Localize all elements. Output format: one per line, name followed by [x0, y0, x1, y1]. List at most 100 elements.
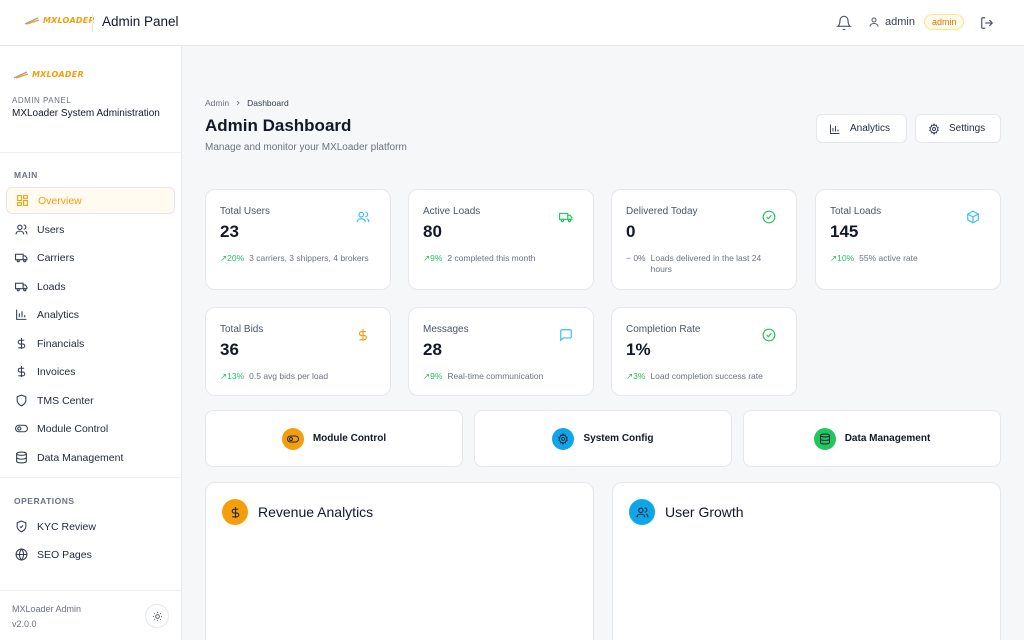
quick-action-icon-badge — [552, 427, 575, 450]
sidebar-item-financials[interactable]: Financials — [6, 330, 175, 357]
quick-action-label: Data Management — [844, 433, 931, 444]
stat-label: Messages — [423, 324, 469, 335]
sidebar-item-tms-center[interactable]: TMS Center — [6, 387, 175, 414]
stat-footer: ↗9% 2 completed this month — [423, 253, 579, 264]
truck-icon — [15, 253, 28, 263]
sidebar-item-label: SEO Pages — [37, 548, 92, 561]
truck-icon — [559, 212, 573, 223]
section-operations: OPERATIONS — [14, 496, 75, 506]
stat-card-active-loads[interactable]: Active Loads 80 ↗9% 2 completed this mon… — [408, 189, 594, 290]
stat-card-total-users[interactable]: Total Users 23 ↗20% 3 carriers, 3 shippe… — [205, 189, 391, 290]
sidebar-item-label: Data Management — [37, 451, 124, 464]
bell-icon[interactable] — [836, 15, 852, 31]
trend-value: 20% — [227, 253, 245, 263]
stat-value: 36 — [220, 340, 239, 359]
stat-value: 1% — [626, 340, 651, 359]
trend-value: 3% — [633, 371, 646, 381]
globe-icon — [15, 548, 28, 561]
quick-action-icon-badge — [281, 427, 304, 450]
footer-app-name: MXLoader Admin — [12, 604, 82, 614]
check-circle-icon — [762, 328, 776, 342]
trend-up: ↗20% — [220, 253, 245, 263]
sidebar-item-analytics[interactable]: Analytics — [6, 301, 175, 328]
stat-label: Total Bids — [220, 324, 264, 335]
database-icon — [16, 451, 27, 464]
bar-chart-icon — [830, 124, 840, 134]
settings-button[interactable]: Settings — [915, 114, 1001, 143]
trend-flat: − 0% — [626, 253, 646, 263]
shield-icon — [16, 394, 27, 407]
users-icon — [356, 211, 370, 223]
sidebar-item-seo-pages[interactable]: SEO Pages — [6, 541, 175, 568]
sidebar-item-label: Financials — [37, 337, 85, 350]
sidebar-item-loads[interactable]: Loads — [6, 273, 175, 300]
dollar-icon — [17, 338, 26, 349]
quick-action-module-control[interactable]: Module Control — [205, 410, 463, 467]
toggle-icon — [286, 435, 299, 442]
stat-value: 28 — [423, 340, 442, 359]
stat-note: 55% active rate — [859, 253, 918, 263]
sidebar-item-users[interactable]: Users — [6, 216, 175, 243]
panel-icon-badge — [222, 499, 248, 525]
gear-icon — [558, 432, 569, 445]
app-title: Admin Panel — [102, 14, 179, 29]
message-icon — [560, 329, 572, 342]
trend-value: 13% — [227, 371, 245, 381]
user-growth-panel: User Growth — [612, 482, 1001, 640]
theme-toggle-button[interactable] — [145, 604, 169, 628]
breadcrumb: Admin Dashboard — [205, 98, 289, 108]
stat-label: Total Loads — [830, 206, 882, 217]
logo-swoosh-icon — [24, 16, 40, 25]
quick-action-system-config[interactable]: System Config — [474, 410, 732, 467]
sidebar-item-module-control[interactable]: Module Control — [6, 415, 175, 442]
sidebar-item-label: Loads — [37, 280, 66, 293]
sidebar-logo[interactable]: MXLOADER — [13, 70, 84, 79]
package-icon — [967, 210, 979, 224]
analytics-button[interactable]: Analytics — [816, 114, 907, 143]
stat-card-total-loads[interactable]: Total Loads 145 ↗10% 55% active rate — [815, 189, 1001, 290]
stat-footer: ↗10% 55% active rate — [830, 253, 986, 264]
quick-action-label: Module Control — [312, 433, 387, 444]
brand-logo[interactable]: MXLOADER — [24, 16, 95, 25]
stat-note: 3 carriers, 3 shippers, 4 brokers — [249, 253, 369, 263]
stat-note: Loads delivered in the last 24 hours — [650, 253, 762, 274]
stat-value: 0 — [626, 222, 636, 241]
truck-icon — [15, 282, 28, 292]
breadcrumb-item-admin[interactable]: Admin — [205, 98, 230, 108]
stat-card-messages[interactable]: Messages 28 ↗9% Real-time communication — [408, 307, 594, 396]
sidebar-item-kyc-review[interactable]: KYC Review — [6, 513, 175, 540]
sidebar-item-invoices[interactable]: Invoices — [6, 358, 175, 385]
quick-action-data-management[interactable]: Data Management — [743, 410, 1001, 467]
sidebar-item-overview[interactable]: Overview — [6, 187, 175, 214]
sidebar-footer-divider — [0, 590, 181, 591]
panel-header: Revenue Analytics — [222, 499, 373, 525]
gear-icon — [929, 122, 939, 135]
sidebar-item-label: KYC Review — [37, 520, 96, 533]
quick-action-label: System Config — [583, 433, 654, 444]
page-subtitle: Manage and monitor your MXLoader platfor… — [205, 142, 407, 153]
stat-card-total-bids[interactable]: Total Bids 36 ↗13% 0.5 avg bids per load — [205, 307, 391, 396]
sidebar-item-label: TMS Center — [37, 394, 94, 407]
page-title: Admin Dashboard — [205, 116, 352, 135]
stat-note: Load completion success rate — [650, 371, 763, 381]
trend-value: 9% — [430, 253, 443, 263]
panel-title: User Growth — [665, 504, 744, 520]
user-menu[interactable]: admin admin — [868, 14, 965, 30]
stat-footer: − 0% Loads delivered in the last 24 hour… — [626, 253, 782, 275]
sidebar-item-carriers[interactable]: Carriers — [6, 244, 175, 271]
trend-value: 9% — [430, 371, 443, 381]
shield-check-icon — [16, 520, 27, 533]
dollar-icon — [231, 506, 239, 518]
database-icon — [819, 433, 830, 445]
sidebar-item-label: Users — [37, 223, 65, 236]
logout-icon[interactable] — [980, 16, 994, 30]
stat-card-delivered-today[interactable]: Delivered Today 0 − 0% Loads delivered i… — [611, 189, 797, 290]
sidebar-item-data-management[interactable]: Data Management — [6, 444, 175, 471]
sidebar-divider — [0, 477, 181, 478]
logo-text: MXLOADER — [43, 16, 95, 25]
stat-card-completion-rate[interactable]: Completion Rate 1% ↗3% Load completion s… — [611, 307, 797, 396]
user-name: admin — [885, 16, 915, 28]
panel-title: Revenue Analytics — [258, 504, 374, 520]
trend-up: ↗9% — [423, 371, 443, 381]
sidebar-divider — [0, 152, 181, 153]
